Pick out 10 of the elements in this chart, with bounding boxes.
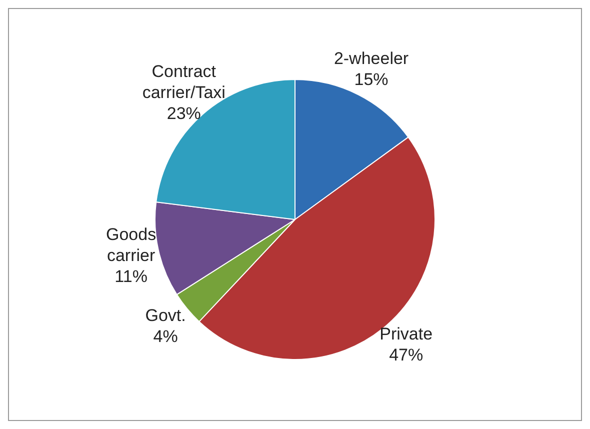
data-label: 15% (354, 70, 388, 89)
slice-label: Private (380, 324, 433, 344)
slice-label: Goods carrier (106, 224, 156, 265)
data-label: 47% (389, 346, 424, 365)
slice-label: Contract carrier/Taxi (142, 62, 226, 102)
slice-label: 2-wheeler (334, 49, 409, 68)
slice-label: Govt. (145, 306, 186, 325)
data-label: 23% (166, 104, 201, 124)
data-label: 4% (153, 326, 178, 346)
data-label: 11% (114, 266, 148, 286)
